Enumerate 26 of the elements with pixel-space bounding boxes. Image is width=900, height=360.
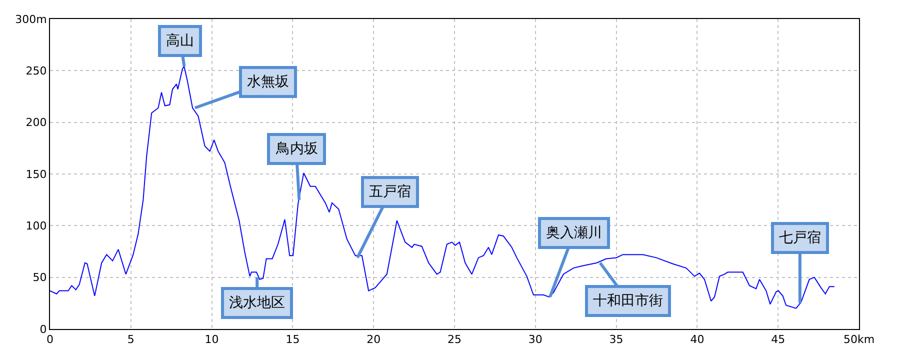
x-tick-label: 15: [286, 333, 300, 346]
x-tick-label: 40: [690, 333, 704, 346]
annotation: 高山: [166, 33, 194, 49]
y-tick-label: 300m: [15, 12, 47, 26]
annotation: 鳥内坂: [275, 141, 318, 157]
annotation: 水無坂: [247, 74, 289, 90]
x-tick-label: 5: [127, 333, 134, 346]
annotation: 奥入瀬川: [546, 225, 602, 241]
line-series: [50, 66, 835, 309]
x-tick-label: 25: [448, 333, 462, 346]
y-tick-label: 100: [26, 220, 47, 233]
x-tick-label: 35: [609, 333, 624, 346]
annotation: 十和田市街: [593, 293, 663, 309]
y-tick-label: 200: [26, 116, 47, 130]
x-tick-label: 10: [204, 333, 219, 346]
x-tick-label: 45: [771, 333, 786, 346]
x-tick-label: 20: [366, 333, 381, 346]
x-tick-label: 30: [528, 333, 542, 346]
annotation: 七戸宿: [779, 230, 821, 246]
annotation: 浅水地区: [229, 295, 285, 311]
y-tick-label: 50: [32, 271, 47, 284]
annotation: 五戸宿: [369, 184, 411, 200]
y-tick-label: 150: [26, 168, 47, 181]
y-tick-label: 250: [26, 64, 47, 78]
y-tick-label: 0: [40, 322, 47, 336]
x-tick-label: 50km: [843, 333, 875, 346]
